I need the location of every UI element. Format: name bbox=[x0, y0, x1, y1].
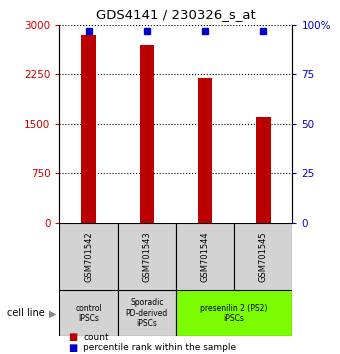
Text: GSM701542: GSM701542 bbox=[84, 231, 93, 282]
Text: ▶: ▶ bbox=[49, 308, 57, 318]
Text: presenilin 2 (PS2)
iPSCs: presenilin 2 (PS2) iPSCs bbox=[201, 304, 268, 323]
Bar bbox=[198, 78, 212, 223]
Text: control
IPSCs: control IPSCs bbox=[75, 304, 102, 323]
Text: ■: ■ bbox=[68, 332, 77, 342]
Text: percentile rank within the sample: percentile rank within the sample bbox=[83, 343, 236, 352]
Text: cell line: cell line bbox=[7, 308, 45, 318]
Bar bbox=[234, 223, 292, 290]
Text: count: count bbox=[83, 332, 109, 342]
Bar bbox=[139, 45, 154, 223]
Bar bbox=[81, 35, 96, 223]
Bar bbox=[118, 223, 176, 290]
Title: GDS4141 / 230326_s_at: GDS4141 / 230326_s_at bbox=[96, 8, 256, 21]
Text: GSM701543: GSM701543 bbox=[142, 231, 151, 282]
Text: GSM701545: GSM701545 bbox=[259, 231, 268, 282]
Bar bbox=[59, 223, 118, 290]
Bar bbox=[256, 117, 271, 223]
Bar bbox=[176, 223, 234, 290]
Bar bbox=[118, 290, 176, 336]
Bar bbox=[59, 290, 118, 336]
Text: GSM701544: GSM701544 bbox=[201, 231, 209, 282]
Text: ■: ■ bbox=[68, 343, 77, 353]
Bar bbox=[176, 290, 292, 336]
Text: Sporadic
PD-derived
iPSCs: Sporadic PD-derived iPSCs bbox=[126, 298, 168, 328]
